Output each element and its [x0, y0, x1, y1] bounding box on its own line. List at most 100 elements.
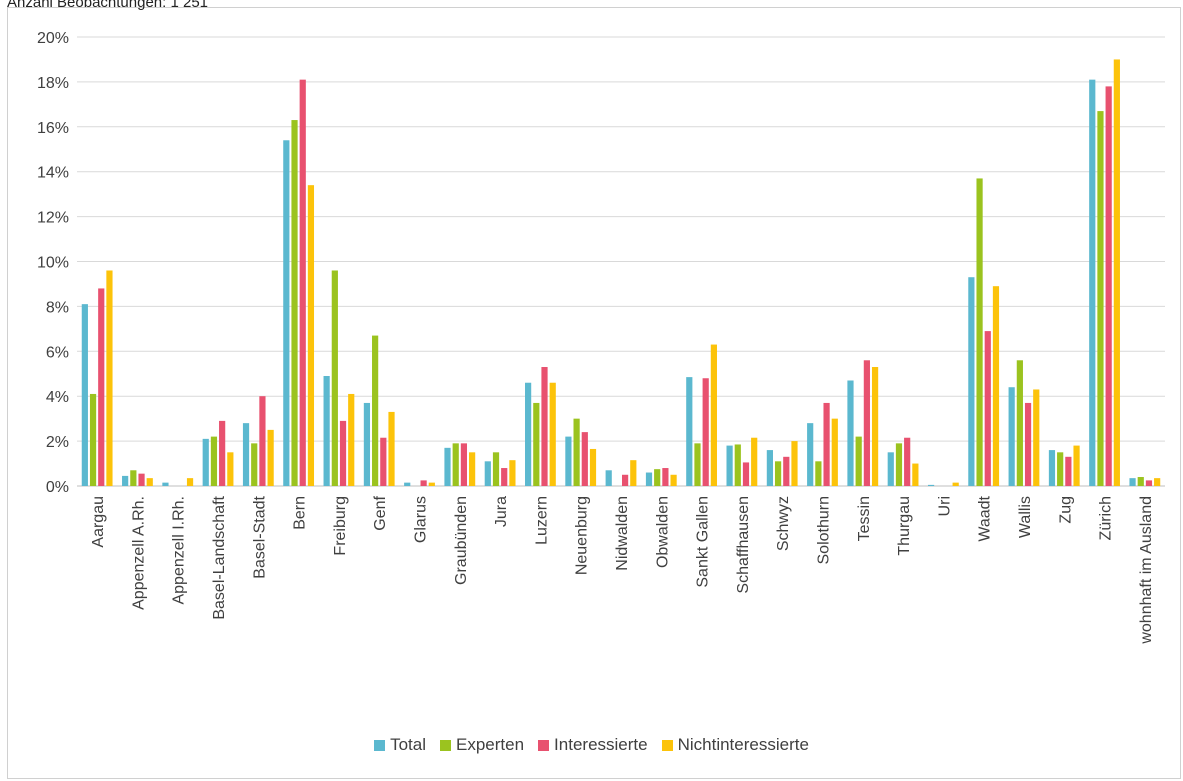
bar: [81, 304, 88, 486]
bar: [1154, 478, 1161, 486]
bar: [766, 450, 773, 486]
bar: [460, 443, 468, 486]
legend-swatch: [661, 739, 673, 751]
bar: [484, 461, 491, 486]
bar: [492, 452, 500, 486]
bar: [1033, 389, 1040, 486]
y-tick-label: 14%: [37, 165, 69, 182]
bar: [348, 393, 355, 486]
category-label: Basel-Landschaft: [211, 495, 228, 619]
category-label: Obwalden: [654, 496, 671, 568]
y-tick-label: 18%: [37, 75, 69, 92]
category-label: Schwyz: [775, 496, 792, 551]
bar: [984, 331, 991, 486]
bar: [1065, 456, 1072, 486]
bar: [823, 402, 830, 486]
category-label: Bern: [292, 496, 309, 530]
bar: [871, 367, 879, 486]
legend-item: Experten: [440, 735, 524, 755]
legend-item: Interessierte: [538, 735, 648, 755]
legend-label: Experten: [456, 735, 525, 754]
bar: [452, 443, 459, 486]
category-label: Zug: [1057, 496, 1074, 524]
category-label: Waadt: [977, 495, 994, 541]
bar: [138, 473, 145, 486]
legend-swatch: [440, 739, 451, 751]
legend-swatch: [538, 739, 550, 751]
category-label: Graubünden: [453, 496, 470, 585]
bar: [122, 475, 129, 486]
bar: [1024, 402, 1032, 486]
y-tick-label: 2%: [46, 434, 69, 451]
category-label: Sankt Gallen: [695, 496, 712, 588]
y-tick-label: 6%: [46, 344, 69, 361]
bar: [372, 335, 379, 486]
bar: [751, 437, 758, 486]
bar: [404, 482, 411, 486]
y-tick-label: 8%: [46, 299, 69, 316]
y-tick-label: 12%: [37, 210, 69, 227]
bar: [992, 286, 1000, 486]
bar: [807, 423, 814, 486]
bar: [1016, 360, 1023, 486]
bar: [428, 482, 435, 486]
observation-count-note: Anzahl Beobachtungen: 1 251: [7, 0, 208, 11]
legend-label: Total: [390, 735, 426, 754]
bar: [1145, 480, 1153, 486]
bar: [952, 482, 959, 486]
bar: [1105, 86, 1112, 486]
category-label: Basel-Stadt: [251, 495, 268, 578]
bar: [1113, 59, 1120, 486]
y-tick-label: 0%: [46, 479, 69, 496]
bar: [645, 472, 653, 486]
category-label: Jura: [493, 496, 510, 527]
bar: [887, 452, 894, 486]
category-label: Appenzell A.Rh.: [130, 496, 147, 610]
bar: [469, 452, 476, 486]
category-label: Neuenburg: [574, 496, 591, 575]
legend-swatch: [374, 739, 386, 751]
bar: [927, 484, 935, 486]
category-label: Thurgau: [896, 496, 913, 556]
bar: [1008, 387, 1015, 486]
legend-label: Interessierte: [554, 735, 648, 754]
bar: [202, 438, 209, 486]
bar: [307, 185, 315, 487]
bar: [339, 420, 347, 486]
bar: [895, 443, 903, 486]
bar: [726, 445, 733, 486]
bar: [323, 376, 330, 486]
category-label: Appenzell I.Rh.: [171, 496, 188, 605]
bar: [1073, 445, 1080, 486]
y-tick-label: 4%: [46, 389, 69, 406]
legend: Total Experten Interessierte Nichtinteressi…: [0, 735, 1183, 755]
bar: [783, 456, 790, 486]
bar: [227, 452, 234, 486]
bar: [1057, 452, 1064, 486]
bar: [291, 120, 298, 486]
legend-label: Nichtinteressierte: [677, 735, 809, 754]
bar: [863, 360, 870, 486]
bar: [573, 418, 580, 486]
bar: [1129, 478, 1136, 486]
bar: [774, 461, 782, 486]
bar: [589, 448, 597, 486]
bar: [662, 468, 669, 486]
bar: [420, 480, 427, 486]
bar: [162, 482, 169, 486]
bar: [242, 423, 250, 486]
bar: [734, 444, 741, 486]
category-label: Glarus: [413, 496, 430, 543]
bar: [525, 382, 532, 486]
category-label: Nidwalden: [614, 496, 631, 571]
category-label: Freiburg: [332, 496, 349, 556]
bar: [186, 478, 194, 486]
category-label: Luzern: [533, 496, 550, 545]
category-label: Zürich: [1098, 496, 1115, 540]
bar: [267, 429, 274, 487]
bar: [283, 140, 290, 486]
bar: [509, 460, 516, 486]
bar: [210, 436, 218, 486]
bar: [694, 443, 701, 486]
